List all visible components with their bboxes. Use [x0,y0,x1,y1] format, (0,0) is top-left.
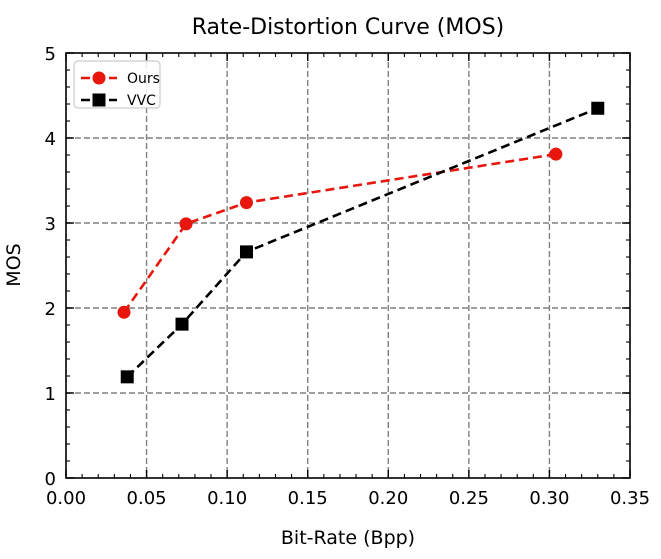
data-point-vvc [591,101,605,115]
legend-item-ours: Ours [81,71,160,87]
data-point-vvc [239,245,253,259]
data-point-ours [239,196,253,210]
legend-marker [92,71,106,85]
series-layer [117,101,605,384]
y-tick-label: 0 [45,469,56,490]
data-point-ours [179,217,193,231]
legend-label: VVC [127,93,156,109]
y-tick-label: 3 [45,214,56,235]
tick-labels: 0.00 0.05 0.10 0.15 0.20 0.25 0.30 0.35 0 1 2 3 4 5 [45,44,650,509]
x-tick-label: 0.30 [529,488,569,509]
data-point-vvc [175,317,189,331]
x-tick-label: 0.25 [449,488,489,509]
series-line-ours [122,152,557,313]
legend-item-vvc: VVC [81,93,156,109]
x-axis-label: Bit-Rate (Bpp) [281,527,415,549]
legend-label: Ours [127,71,160,87]
y-tick-label: 1 [45,384,56,405]
x-tick-label: 0.00 [46,488,86,509]
x-tick-label: 0.35 [610,488,650,509]
x-tick-label: 0.10 [207,488,247,509]
data-point-ours [549,147,563,161]
x-tick-label: 0.20 [368,488,408,509]
y-tick-label: 4 [45,129,56,150]
axis-ticks [65,52,631,479]
x-tick-label: 0.15 [288,488,328,509]
series-ours [117,147,563,319]
grid-lines [66,53,630,478]
legend-marker [92,93,106,107]
data-point-ours [117,305,131,319]
y-tick-label: 2 [45,299,56,320]
y-axis-label: MOS [3,243,25,286]
chart-title: Rate-Distortion Curve (MOS) [192,15,505,40]
series-vvc [120,101,605,384]
series-line-vvc [126,107,599,378]
y-tick-label: 5 [45,44,56,65]
x-tick-label: 0.05 [127,488,167,509]
plot-frame [65,52,631,479]
legend: Ours VVC [73,60,161,109]
data-point-vvc [120,370,134,384]
